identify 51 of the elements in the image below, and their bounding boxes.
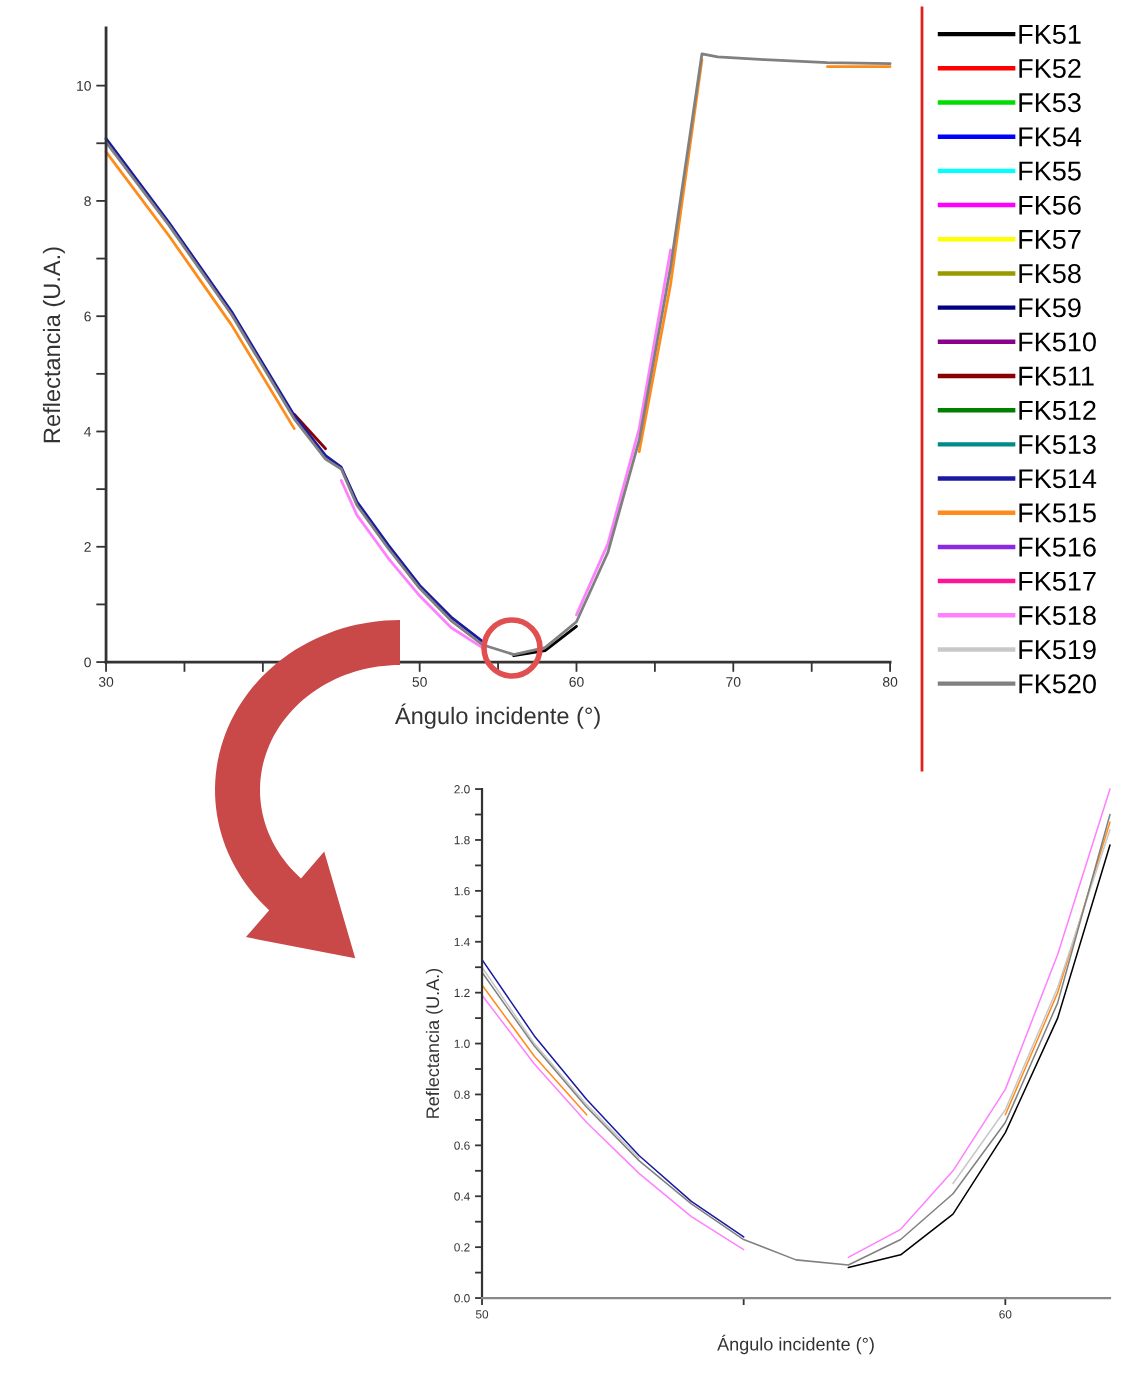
line-series xyxy=(481,958,745,1238)
x-tick-label: 60 xyxy=(999,1310,1012,1319)
line-series xyxy=(847,844,1111,1269)
y-tick-label: 1.8 xyxy=(454,836,470,845)
y-tick-label: 0.0 xyxy=(454,1294,470,1303)
x-tick-label: 60 xyxy=(569,677,584,687)
legend-label: FK518 xyxy=(1019,605,1096,626)
y-tick-label: 6 xyxy=(84,311,91,322)
y-tick-label: 0.4 xyxy=(454,1192,470,1201)
y-tick-label: 0.6 xyxy=(454,1141,470,1150)
legend-label: FK57 xyxy=(1019,230,1081,249)
legend-label: FK511 xyxy=(1019,366,1094,386)
legend-label: FK516 xyxy=(1019,537,1096,557)
x-tick-label: 30 xyxy=(98,677,114,687)
x-axis-title: Ángulo incidente (°) xyxy=(394,703,600,729)
legend-label: FK519 xyxy=(1019,640,1096,660)
legend-label: FK55 xyxy=(1019,161,1081,181)
x-tick-label: 70 xyxy=(726,677,741,687)
legend-label: FK517 xyxy=(1019,571,1096,591)
legend-label: FK54 xyxy=(1019,127,1082,147)
legend-label: FK514 xyxy=(1019,469,1097,489)
y-tick-label: 10 xyxy=(77,80,91,91)
legend-label: FK510 xyxy=(1019,332,1096,352)
y-tick-label: 0 xyxy=(84,657,91,668)
y-tick-label: 1.6 xyxy=(454,886,470,896)
legend-label: FK512 xyxy=(1019,400,1096,420)
line-series xyxy=(104,52,892,656)
legend-label: FK51 xyxy=(1019,24,1081,44)
y-tick-label: 2.0 xyxy=(454,785,470,794)
y-tick-label: 1.2 xyxy=(454,988,470,997)
x-axis-title: Ángulo incidente (°) xyxy=(717,1334,874,1355)
y-axis-title: Reflectancia (U.A.) xyxy=(425,968,443,1118)
y-tick-label: 1.4 xyxy=(454,937,470,947)
y-tick-label: 0.2 xyxy=(454,1243,470,1252)
legend-label: FK515 xyxy=(1019,503,1096,523)
y-tick-label: 0.8 xyxy=(454,1090,470,1099)
legend-label: FK513 xyxy=(1019,434,1096,455)
y-axis-title: Reflectancia (U.A.) xyxy=(42,247,65,443)
y-tick-label: 2 xyxy=(84,542,91,552)
legend-label: FK58 xyxy=(1019,264,1081,284)
y-tick-label: 8 xyxy=(84,196,91,207)
y-tick-label: 4 xyxy=(84,426,92,437)
legend-label: FK59 xyxy=(1019,298,1081,318)
legend-label: FK53 xyxy=(1019,93,1081,113)
x-tick-label: 50 xyxy=(412,677,427,687)
legend-label: FK52 xyxy=(1019,58,1081,79)
x-tick-label: 50 xyxy=(475,1310,489,1319)
legend-label: FK56 xyxy=(1019,195,1081,215)
x-tick-label: 80 xyxy=(882,677,898,687)
legend-label: FK520 xyxy=(1019,674,1096,694)
y-tick-label: 1.0 xyxy=(454,1039,470,1048)
